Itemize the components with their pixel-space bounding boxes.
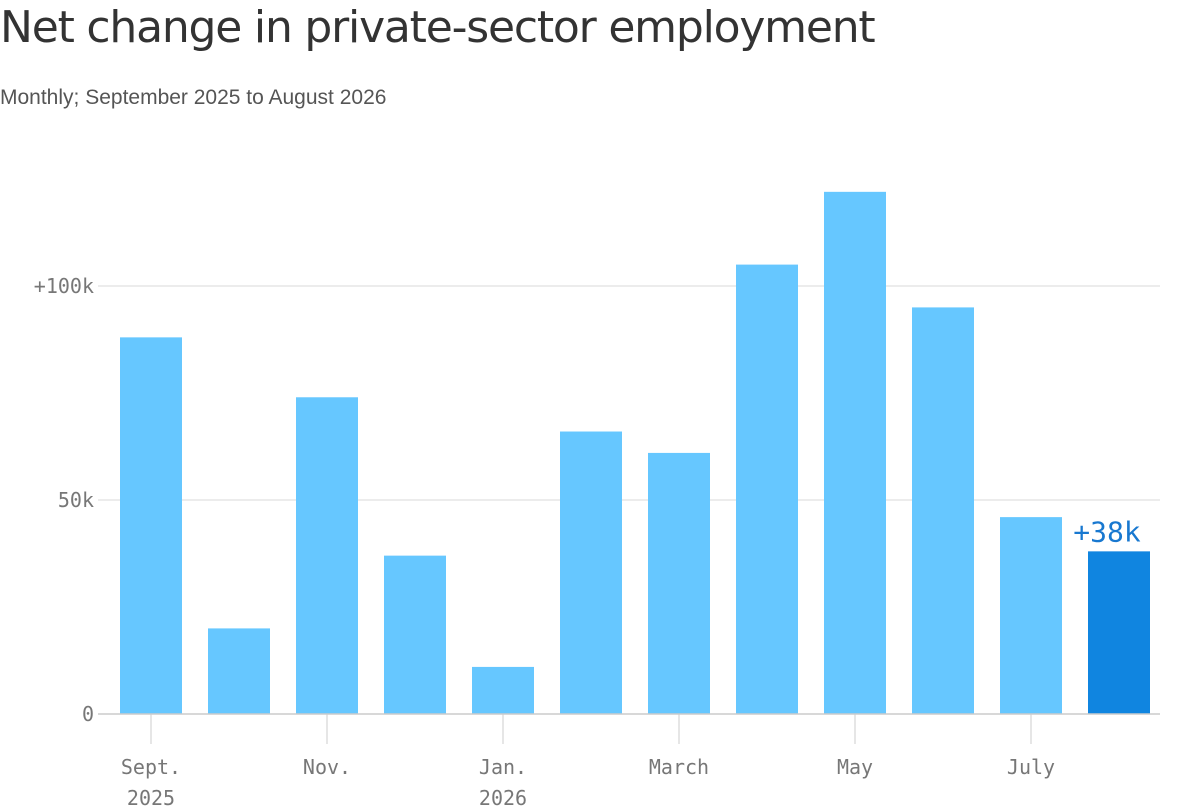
x-tick-label: March (649, 755, 709, 779)
bar (648, 452, 710, 714)
bar (736, 264, 798, 714)
x-tick-label: May (837, 755, 873, 779)
x-axis (98, 713, 1160, 744)
bar-highlighted (1088, 551, 1150, 714)
bar (296, 397, 358, 714)
chart-subtitle: Monthly; September 2025 to August 2026 (0, 86, 387, 109)
bar (560, 431, 622, 714)
bars (120, 191, 1150, 715)
x-tick-label: Jan. (479, 755, 527, 779)
highlight-data-label: +38k (1073, 515, 1141, 548)
y-tick-label: 50k (58, 488, 94, 512)
y-tick-label: 0 (82, 702, 94, 726)
x-tick-label: July (1007, 755, 1055, 779)
x-tick-label: Sept. (121, 755, 181, 779)
bar (384, 555, 446, 714)
gridlines (98, 285, 1160, 501)
bar (824, 191, 886, 715)
chart-title: Net change in private-sector employment (0, 2, 876, 53)
bar (120, 337, 182, 714)
bar (472, 666, 534, 714)
x-tick-year-label: 2026 (479, 786, 527, 810)
bar (1000, 517, 1062, 714)
bar (912, 307, 974, 714)
y-tick-label: +100k (34, 274, 94, 298)
x-tick-label: Nov. (303, 755, 351, 779)
x-tick-year-label: 2025 (127, 786, 175, 810)
bar (208, 628, 270, 714)
axis-labels: 0 50k +100k +38k Sept. 2025 Nov. Jan. 2026 March M… (34, 274, 1141, 810)
